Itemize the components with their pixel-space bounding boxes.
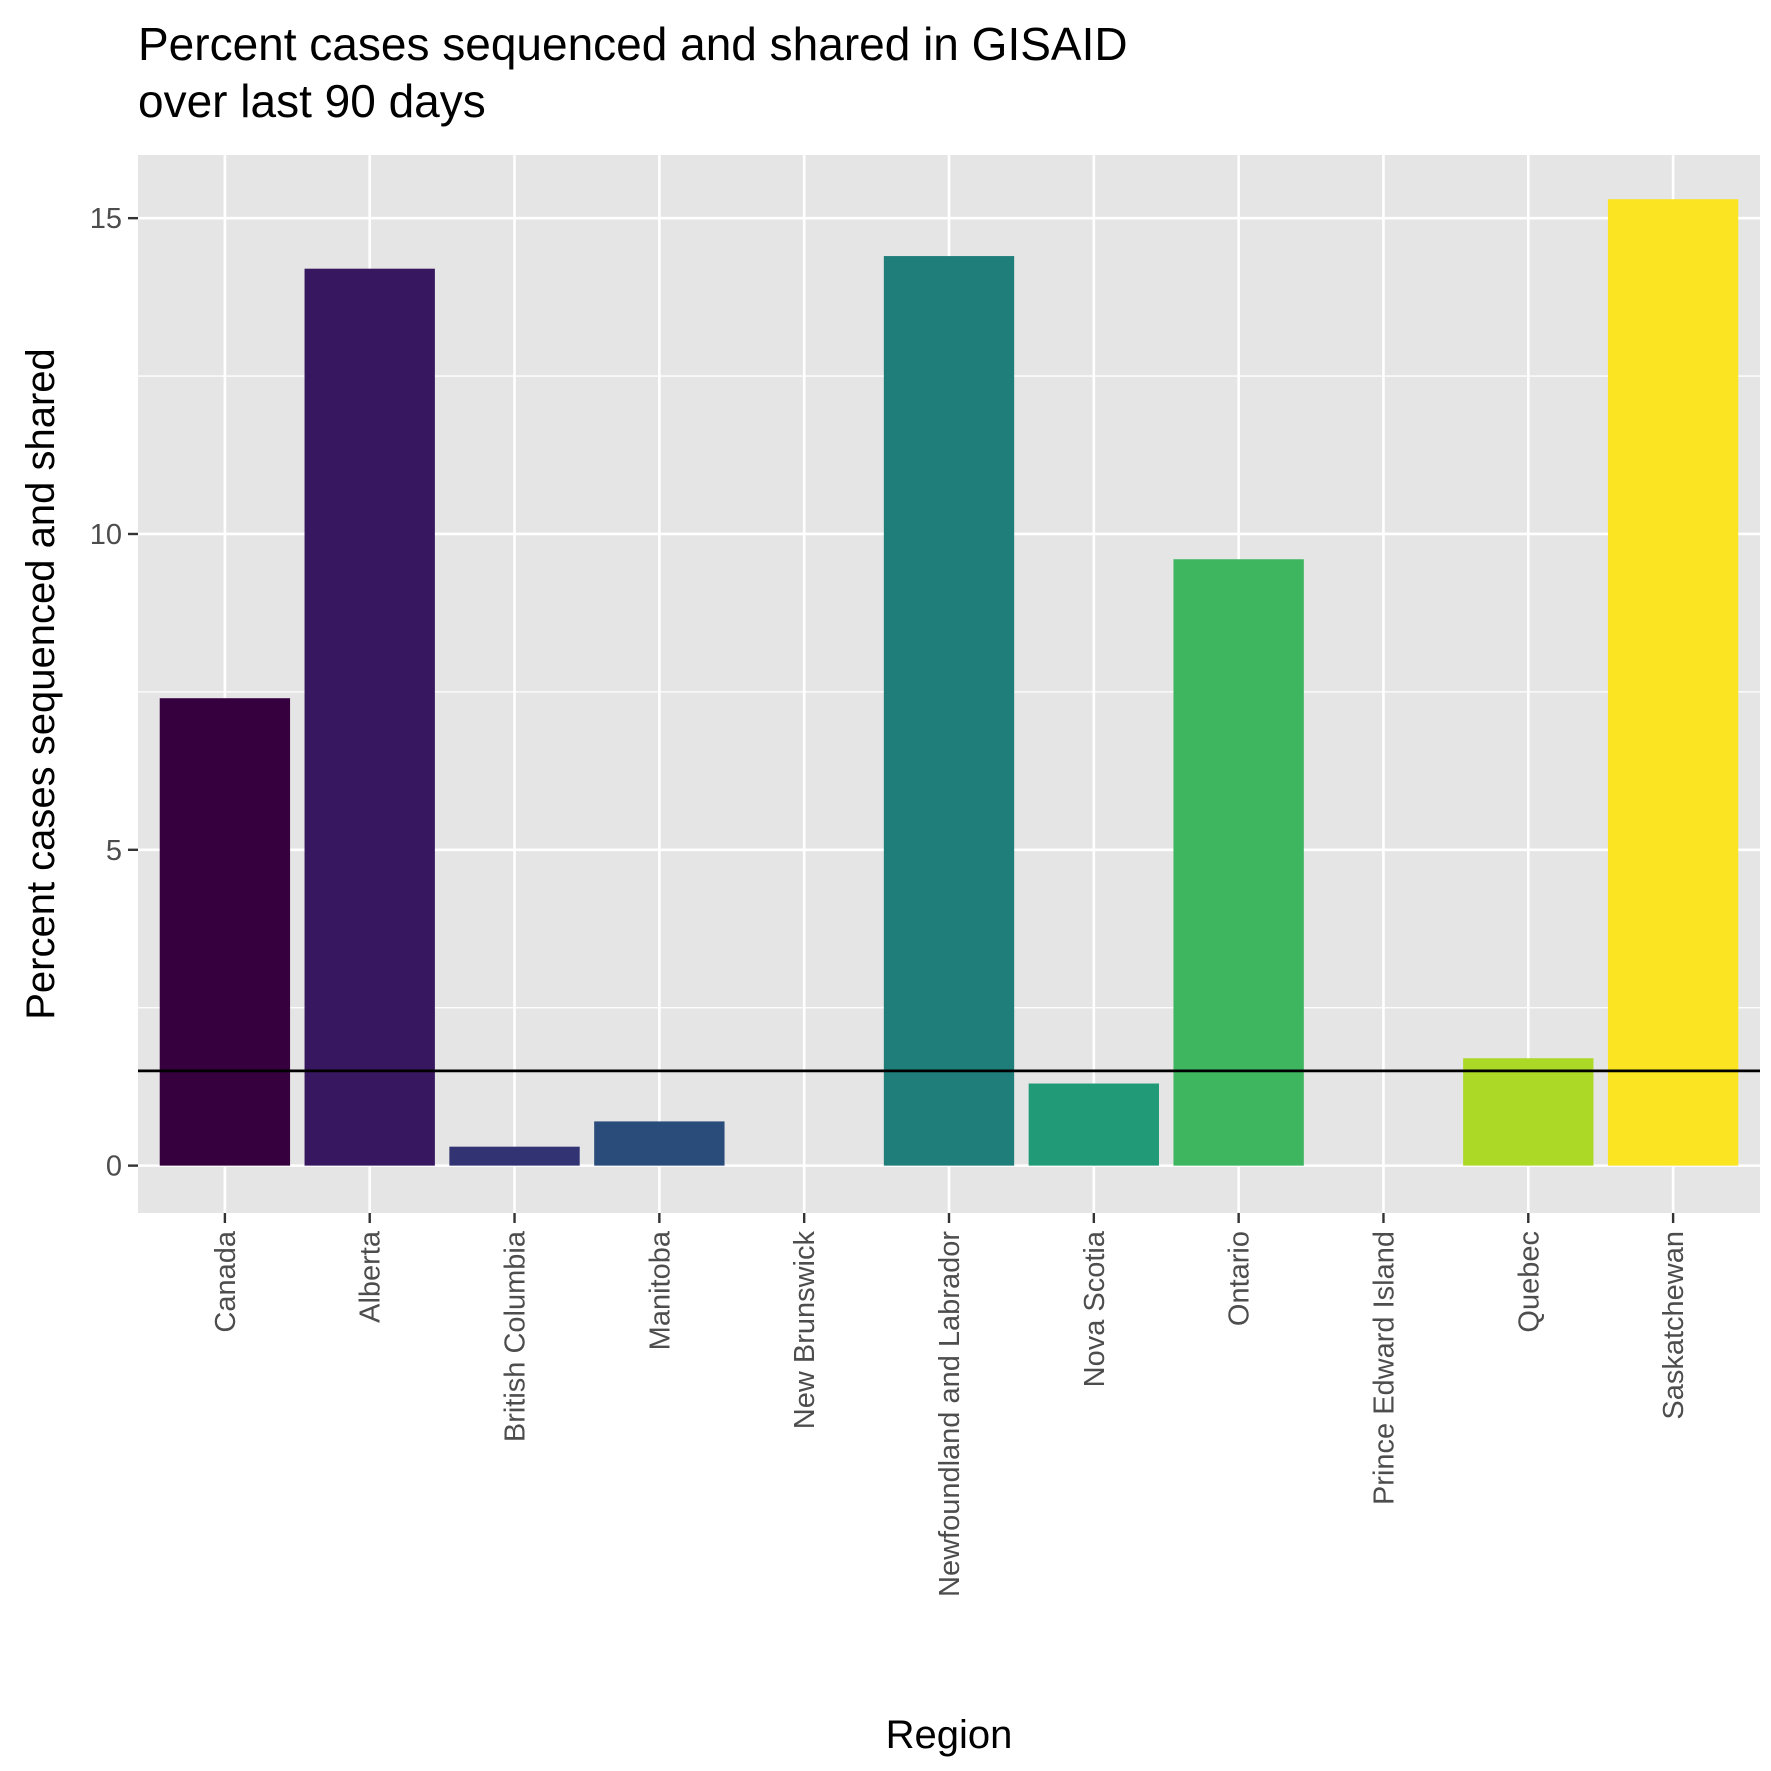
bar (883, 256, 1015, 1166)
chart-title-line-2: over last 90 days (138, 75, 486, 127)
chart-title-line-1: Percent cases sequenced and shared in GI… (138, 18, 1128, 70)
bar (1028, 1083, 1159, 1166)
bar (1463, 1058, 1594, 1166)
y-axis: 0 5 10 15 (90, 203, 138, 1183)
bar (594, 1121, 725, 1166)
y-tick-label: 15 (90, 203, 122, 235)
x-tick-label: British Columbia (500, 1230, 532, 1442)
bar (449, 1146, 580, 1166)
bar (304, 268, 435, 1166)
x-axis: Canada Alberta British Columbia Manitoba New… (210, 1213, 1690, 1597)
x-axis-title: Region (886, 1713, 1013, 1757)
x-tick-label: Saskatchewan (1658, 1231, 1690, 1420)
x-tick-label: New Brunswick (789, 1231, 821, 1430)
bar (1607, 199, 1739, 1166)
x-tick-label: Alberta (355, 1230, 387, 1323)
x-tick-label: Newfoundland and Labrador (934, 1231, 966, 1597)
y-tick-label: 0 (106, 1151, 122, 1183)
y-axis-title: Percent cases sequenced and shared (19, 348, 63, 1020)
y-tick-label: 10 (90, 519, 122, 551)
bar (1173, 559, 1304, 1166)
bar (159, 698, 291, 1166)
y-tick-label: 5 (106, 835, 122, 867)
x-tick-label: Nova Scotia (1079, 1230, 1111, 1387)
x-tick-label: Manitoba (644, 1230, 676, 1350)
x-tick-label: Quebec (1513, 1231, 1545, 1333)
x-tick-label: Prince Edward Island (1368, 1231, 1400, 1505)
x-tick-label: Canada (210, 1230, 242, 1332)
bars (159, 199, 1739, 1166)
x-tick-label: Ontario (1224, 1231, 1256, 1326)
